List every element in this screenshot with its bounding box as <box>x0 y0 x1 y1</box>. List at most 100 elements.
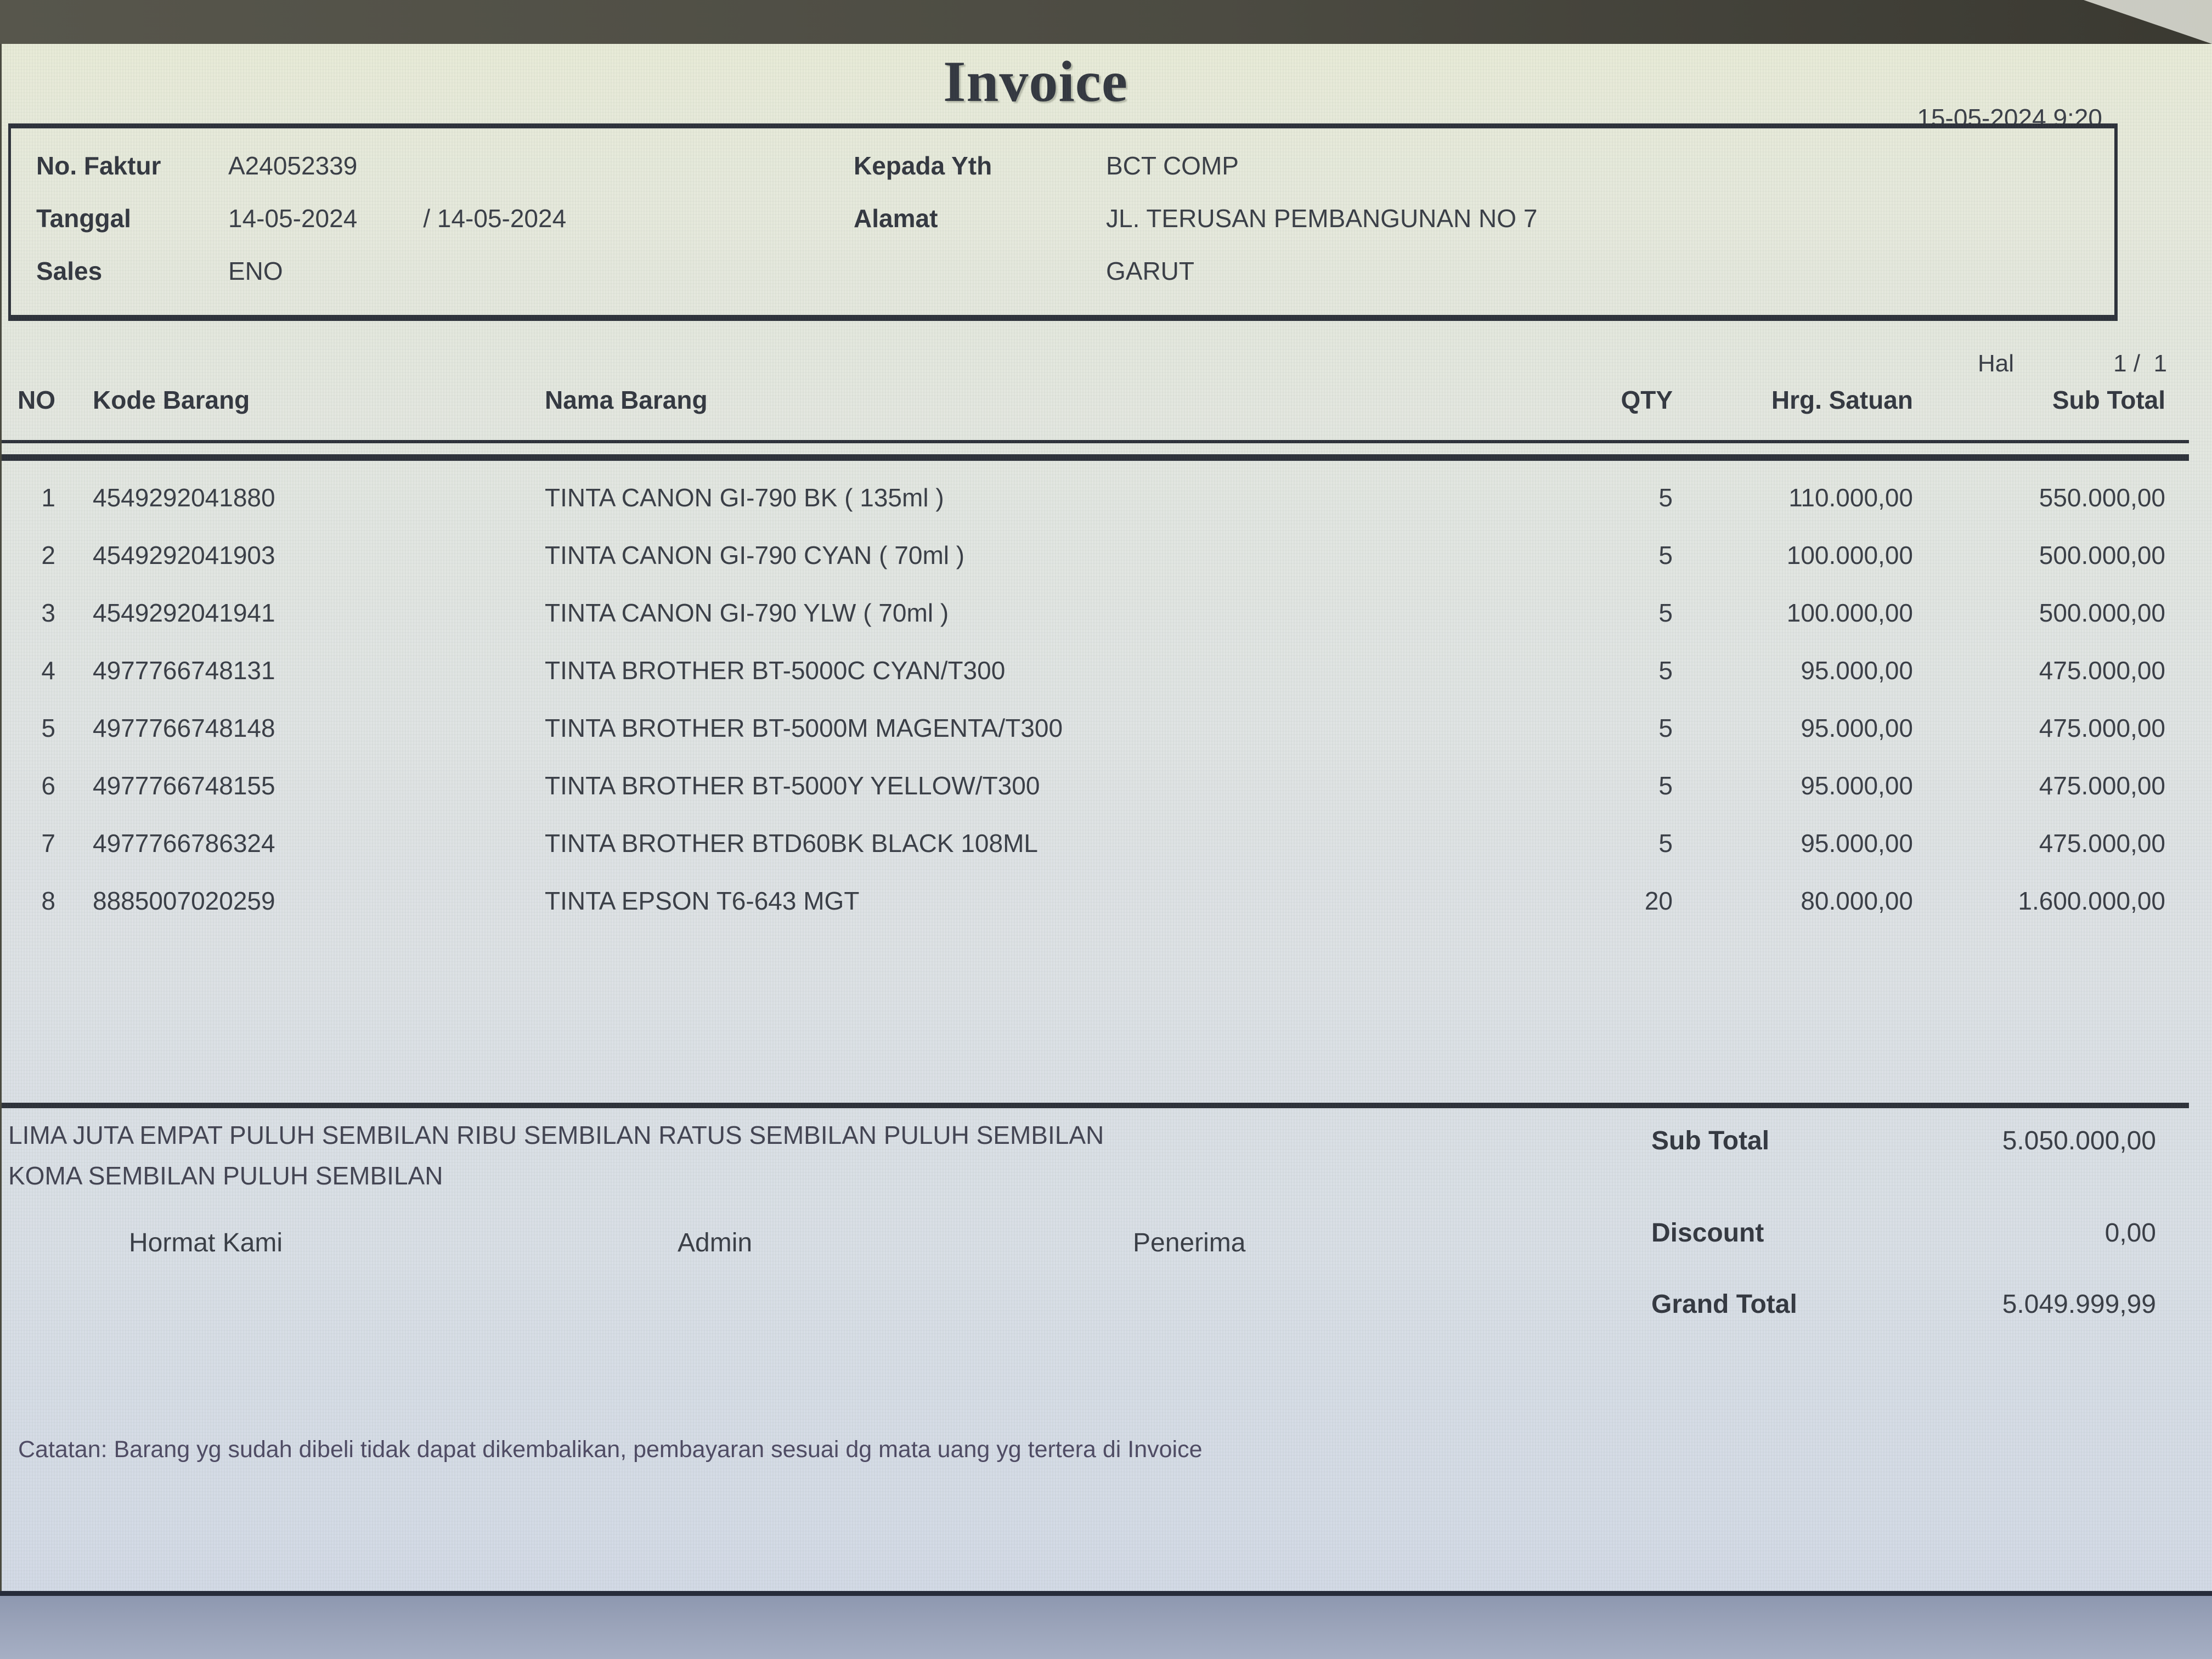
cell-no: 1 <box>41 483 55 512</box>
customer-name: BCT COMP <box>1106 151 1239 180</box>
kepada-yth-label: Kepada Yth <box>854 151 992 180</box>
cell-sub: 550.000,00 <box>2039 483 2165 512</box>
cell-qty: 5 <box>1658 714 1673 742</box>
totals-divider-rule <box>2 1103 2189 1108</box>
cell-qty: 5 <box>1658 483 1673 512</box>
signature-penerima: Penerima <box>1133 1228 1246 1257</box>
alamat-empty-label <box>854 256 1106 286</box>
col-header-hrg-satuan: Hrg. Satuan <box>1771 386 1913 414</box>
cell-nama: TINTA BROTHER BTD60BK BLACK 108ML <box>545 829 1038 857</box>
cell-no: 2 <box>41 541 55 569</box>
discount-row: Discount 0,00 <box>1651 1218 2156 1249</box>
window-top-band <box>0 0 2212 44</box>
signature-hormat-kami: Hormat Kami <box>129 1228 283 1257</box>
field-sales: Sales ENO <box>36 256 854 286</box>
amount-in-words-line1: LIMA JUTA EMPAT PULUH SEMBILAN RIBU SEMB… <box>8 1121 1104 1149</box>
table-row: 6 4977766748155 TINTA BROTHER BT-5000Y Y… <box>13 771 2167 828</box>
field-no-faktur: No. Faktur A24052339 <box>36 150 854 181</box>
subtotal-value: 5.050.000,00 <box>2002 1126 2156 1155</box>
table-body: 1 4549292041880 TINTA CANON GI-790 BK ( … <box>13 483 2167 944</box>
cell-nama: TINTA BROTHER BT-5000M MAGENTA/T300 <box>545 714 1063 742</box>
invoice-header-box: No. Faktur A24052339 Tanggal 14-05-2024 … <box>8 123 2118 321</box>
col-header-nama-barang: Nama Barang <box>545 386 708 414</box>
cell-kode: 4549292041941 <box>93 599 275 627</box>
field-tanggal: Tanggal 14-05-2024 / 14-05-2024 <box>36 203 854 234</box>
cell-nama: TINTA BROTHER BT-5000Y YELLOW/T300 <box>545 771 1040 800</box>
cell-no: 7 <box>41 829 55 857</box>
totals-block: Sub Total 5.050.000,00 Discount 0,00 Gra… <box>1651 1126 2156 1320</box>
col-header-sub-total: Sub Total <box>2052 386 2165 414</box>
cell-sub: 500.000,00 <box>2039 541 2165 569</box>
cell-qty: 5 <box>1658 829 1673 857</box>
discount-value: 0,00 <box>2104 1218 2156 1248</box>
field-alamat-line2: GARUT <box>854 256 2114 286</box>
page-number-label: Hal <box>1978 350 2015 377</box>
col-header-no: NO <box>18 386 55 414</box>
table-row: 2 4549292041903 TINTA CANON GI-790 CYAN … <box>13 540 2167 598</box>
cell-kode: 8885007020259 <box>93 887 275 915</box>
invoice-header-right: Kepada Yth BCT COMP Alamat JL. TERUSAN P… <box>854 150 2114 315</box>
alamat-label: Alamat <box>854 204 938 233</box>
cell-qty: 5 <box>1658 599 1673 627</box>
grand-total-row: Grand Total 5.049.999,99 <box>1651 1289 2156 1320</box>
cell-qty: 5 <box>1658 656 1673 685</box>
sales-value: ENO <box>228 257 283 285</box>
invoice-header-left: No. Faktur A24052339 Tanggal 14-05-2024 … <box>36 150 854 315</box>
cell-qty: 5 <box>1658 771 1673 800</box>
invoice-page: Invoice 15-05-2024 9:20 No. Faktur A2405… <box>0 44 2212 1591</box>
table-row: 8 8885007020259 TINTA EPSON T6-643 MGT 2… <box>13 886 2167 944</box>
subtotal-row: Sub Total 5.050.000,00 <box>1651 1126 2156 1156</box>
page-number: Hal 1 / 1 <box>1978 350 2167 377</box>
cell-sub: 500.000,00 <box>2039 599 2165 627</box>
cell-no: 5 <box>41 714 55 742</box>
table-header-row: NO Kode Barang Nama Barang QTY Hrg. Satu… <box>13 385 2167 415</box>
cell-no: 8 <box>41 887 55 915</box>
no-faktur-value: A24052339 <box>228 151 358 180</box>
table-header-rule-thin <box>2 440 2189 443</box>
col-header-kode-barang: Kode Barang <box>93 386 250 414</box>
cell-nama: TINTA CANON GI-790 BK ( 135ml ) <box>545 483 944 512</box>
sales-label: Sales <box>36 257 103 285</box>
cell-kode: 4977766748155 <box>93 771 275 800</box>
cell-qty: 5 <box>1658 541 1673 569</box>
cell-no: 4 <box>41 656 55 685</box>
table-row: 7 4977766786324 TINTA BROTHER BTD60BK BL… <box>13 828 2167 886</box>
field-kepada-yth: Kepada Yth BCT COMP <box>854 150 2114 181</box>
cell-sub: 475.000,00 <box>2039 656 2165 685</box>
table-row: 4 4977766748131 TINTA BROTHER BT-5000C C… <box>13 656 2167 713</box>
cell-kode: 4977766748148 <box>93 714 275 742</box>
tanggal-label: Tanggal <box>36 204 131 233</box>
cell-nama: TINTA CANON GI-790 CYAN ( 70ml ) <box>545 541 965 569</box>
page-number-value: 1 / 1 <box>2113 350 2167 377</box>
cell-hrg: 95.000,00 <box>1801 656 1913 685</box>
signature-admin: Admin <box>678 1228 753 1257</box>
customer-address-line1: JL. TERUSAN PEMBANGUNAN NO 7 <box>1106 204 1538 233</box>
subtotal-label: Sub Total <box>1651 1126 1770 1155</box>
signature-row: Hormat Kami Admin Penerima <box>2 1228 2212 1261</box>
cell-kode: 4549292041880 <box>93 483 275 512</box>
amount-in-words-line2: KOMA SEMBILAN PULUH SEMBILAN <box>8 1161 443 1190</box>
discount-label: Discount <box>1651 1218 1764 1248</box>
screen-glare <box>2084 0 2212 44</box>
customer-address-line2: GARUT <box>1106 257 1194 285</box>
cell-hrg: 80.000,00 <box>1801 887 1913 915</box>
page-title: Invoice <box>943 49 1128 114</box>
cell-no: 3 <box>41 599 55 627</box>
grand-total-value: 5.049.999,99 <box>2002 1290 2156 1319</box>
cell-sub: 475.000,00 <box>2039 714 2165 742</box>
cell-sub: 1.600.000,00 <box>2018 887 2165 915</box>
cell-nama: TINTA CANON GI-790 YLW ( 70ml ) <box>545 599 949 627</box>
cell-sub: 475.000,00 <box>2039 771 2165 800</box>
cell-kode: 4977766748131 <box>93 656 275 685</box>
cell-kode: 4977766786324 <box>93 829 275 857</box>
no-faktur-label: No. Faktur <box>36 151 161 180</box>
window-bottom-band <box>0 1591 2212 1659</box>
table-row: 5 4977766748148 TINTA BROTHER BT-5000M M… <box>13 713 2167 771</box>
amount-in-words: LIMA JUTA EMPAT PULUH SEMBILAN RIBU SEMB… <box>8 1115 1457 1196</box>
col-header-qty: QTY <box>1621 386 1673 414</box>
grand-total-label: Grand Total <box>1651 1290 1797 1319</box>
table-header-rule-thick <box>2 454 2189 461</box>
cell-qty: 20 <box>1644 887 1673 915</box>
field-alamat: Alamat JL. TERUSAN PEMBANGUNAN NO 7 <box>854 203 2114 234</box>
